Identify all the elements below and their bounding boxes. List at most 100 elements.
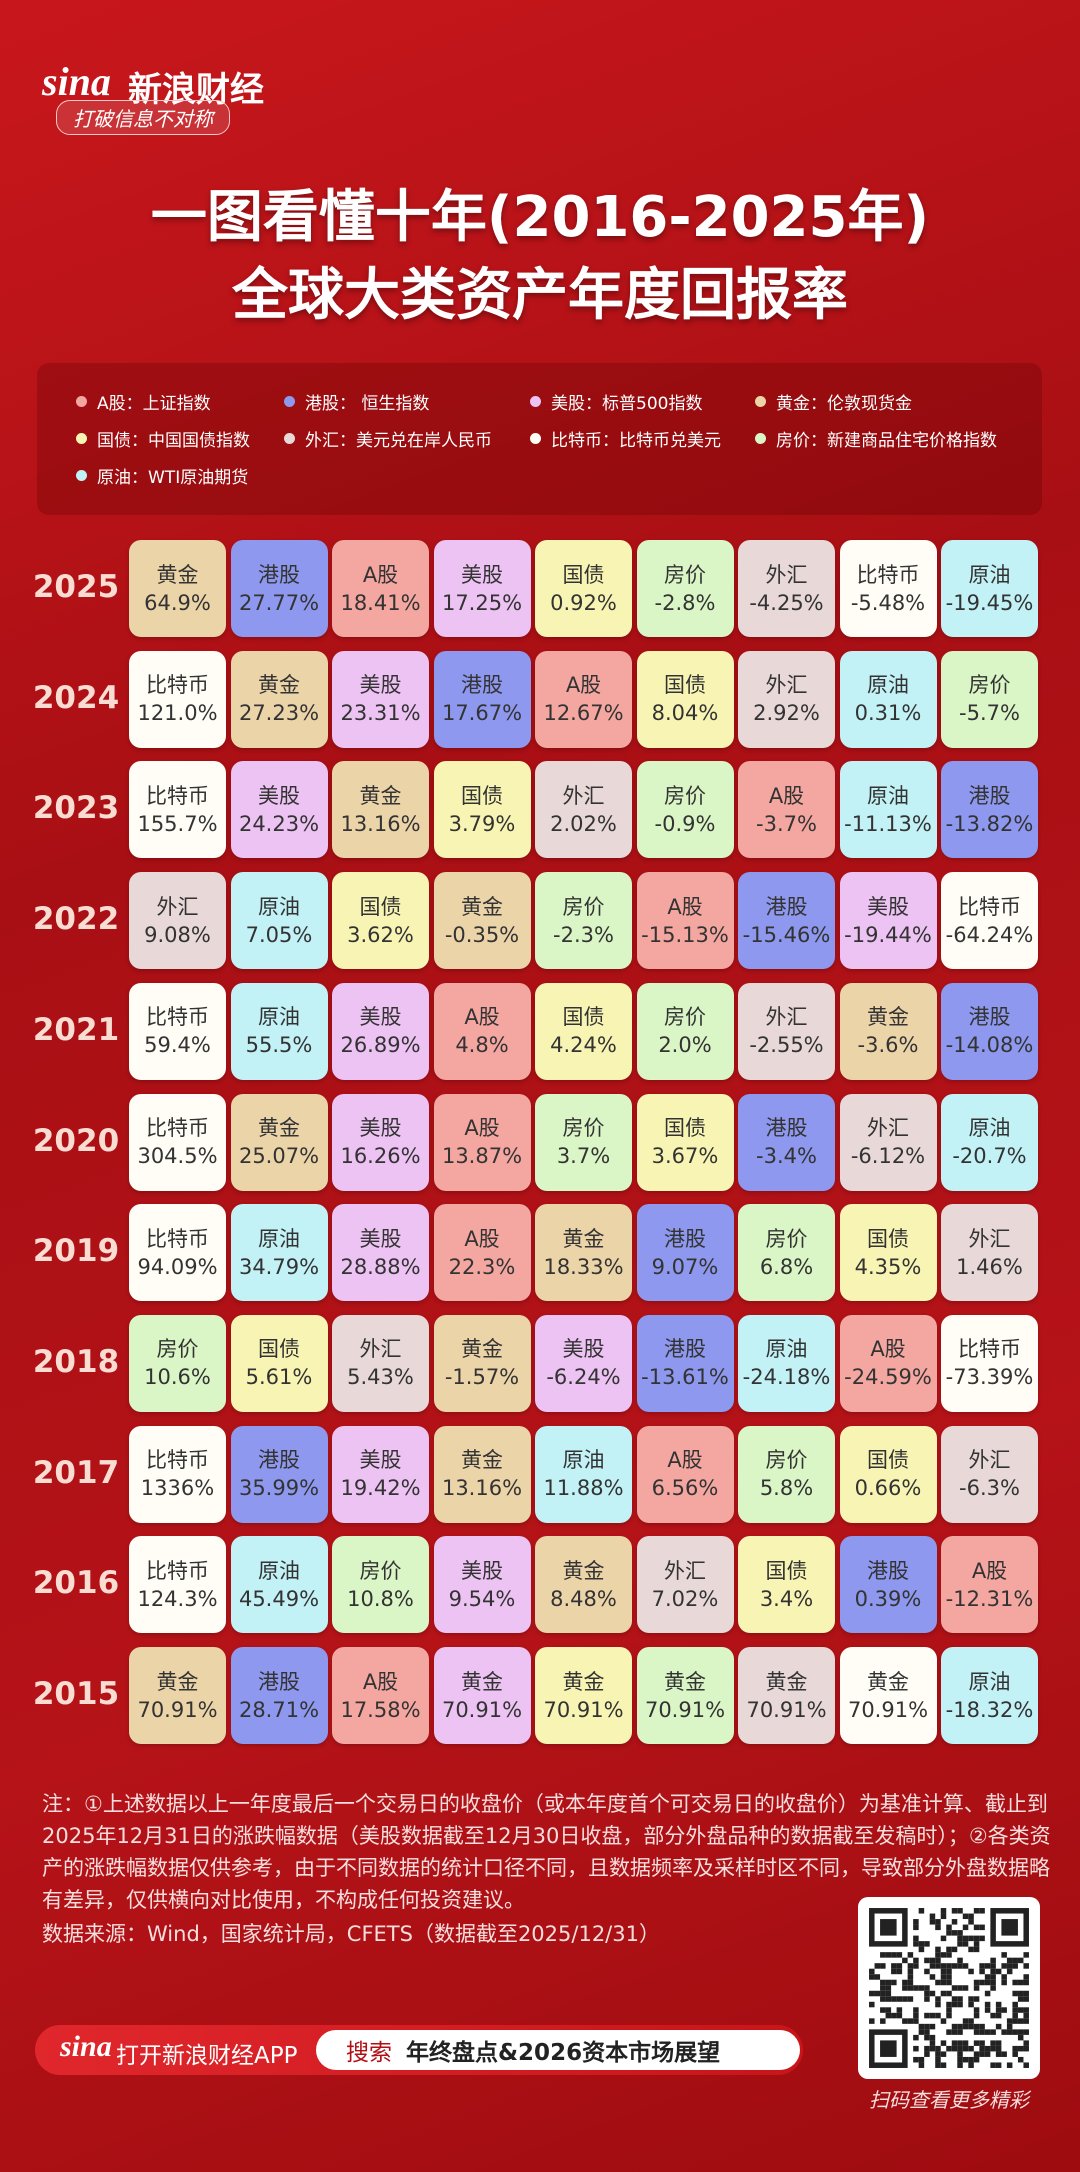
asset-return: -18.32% [945, 1697, 1034, 1722]
cell: 房价 -2.8% [636, 540, 734, 637]
cell: 房价 2.0% [636, 982, 734, 1080]
asset-return: 11.88% [543, 1476, 624, 1501]
asset-name: 黄金 [461, 1669, 503, 1694]
cell: 黄金 -1.57% [433, 1314, 531, 1412]
qr-module [995, 2001, 1002, 2008]
qr-module [1017, 1996, 1024, 2002]
cell: 黄金 70.91% [129, 1647, 226, 1744]
asset-return: 0.39% [854, 1586, 922, 1611]
search-box[interactable]: 搜索 年终盘点&2026资本市场展望 [316, 2030, 800, 2070]
asset-name: A股 [464, 1226, 500, 1251]
asset-name: 比特币 [146, 783, 209, 808]
qr-module [951, 1946, 958, 1953]
cell: 房价 10.8% [332, 1536, 429, 1634]
qr-module [957, 2045, 963, 2052]
legend-dot [76, 470, 87, 481]
cell: 港股 28.71% [230, 1647, 328, 1744]
cell: 港股 -15.46% [738, 872, 835, 970]
qr-module [869, 1990, 875, 1997]
qr-module [940, 1990, 947, 1997]
asset-return: -20.7% [952, 1144, 1027, 1168]
asset-name: 原油 [258, 1226, 300, 1251]
qr-module [935, 1952, 941, 1958]
asset-name: 黄金 [461, 894, 503, 919]
qr-module [913, 1919, 919, 1925]
qr-module [995, 2062, 1002, 2068]
cell: 黄金 13.16% [332, 761, 429, 859]
cell: 黄金 25.07% [230, 1093, 328, 1191]
asset-name: 房价 [664, 783, 706, 808]
asset-return: 19.42% [340, 1476, 421, 1501]
qr-module [1023, 1979, 1029, 1986]
qr-module [979, 2040, 985, 2046]
asset-name: A股 [667, 1448, 703, 1473]
qr-module [935, 1957, 941, 1964]
qr-module [973, 1979, 980, 1986]
qr-module [973, 2023, 980, 2030]
qr-module [1023, 1990, 1029, 1997]
asset-name: 外汇 [765, 1005, 808, 1030]
asset-return: 2.02% [550, 811, 617, 836]
asset-name: 原油 [258, 894, 300, 919]
asset-return: 9.07% [651, 1254, 719, 1279]
asset-return: 7.02% [651, 1586, 719, 1611]
app-text[interactable]: 打开新浪财经APP [116, 2043, 298, 2069]
qr-module [946, 1946, 952, 1953]
asset-name: 国债 [867, 1448, 909, 1473]
qr-module [957, 2051, 963, 2057]
asset-name: 原油 [765, 1337, 808, 1362]
asset-return: -3.6% [857, 1033, 919, 1058]
year-label: 2025 [32, 569, 120, 605]
asset-return: 0.92% [550, 590, 617, 615]
qr-module [951, 1963, 958, 1969]
cell: 房价 6.8% [738, 1204, 835, 1302]
qr-module [962, 1935, 969, 1942]
legend-dot [530, 433, 541, 444]
qr-module [973, 1924, 980, 1931]
asset-return: -6.24% [546, 1365, 621, 1390]
qr-module [913, 1941, 919, 1947]
qr-module [951, 1985, 958, 1991]
qr-module [918, 2023, 925, 2030]
qr-module [896, 1963, 903, 1969]
qr-module [968, 2018, 974, 2024]
qr-module [979, 2023, 985, 2030]
asset-return: -15.46% [742, 922, 831, 947]
legend-item: A股：上证指数 [76, 389, 211, 414]
qr-module [973, 2040, 980, 2046]
cell: A股 6.56% [636, 1425, 734, 1523]
asset-return: 12.67% [543, 701, 624, 726]
qr-module [885, 2012, 892, 2019]
qr-module [1012, 2051, 1018, 2057]
cell: 黄金 70.91% [636, 1647, 734, 1744]
cell: 黄金 70.91% [738, 1647, 835, 1744]
qr-module [880, 1990, 886, 1997]
qr-module [973, 2012, 980, 2019]
qr-module [957, 1985, 963, 1991]
qr-module [935, 2051, 941, 2057]
qr-module [1017, 1957, 1024, 1964]
legend-dot [284, 433, 295, 444]
qr-module [973, 2029, 980, 2035]
qr-module [1012, 1957, 1018, 1964]
asset-name: 黄金 [562, 1226, 605, 1251]
qr-code[interactable] [858, 1897, 1040, 2079]
source: 数据来源：Wind，国家统计局，CFETS（数据截至2025/12/31） [42, 1922, 660, 1946]
qr-module [951, 1908, 958, 1914]
asset-name: A股 [362, 1669, 399, 1694]
qr-module [973, 2007, 980, 2013]
qr-module [951, 1930, 958, 1936]
qr-module [968, 1913, 974, 1920]
asset-name: 房价 [968, 673, 1011, 698]
legend-item: 房价：新建商品住宅价格指数 [755, 426, 997, 451]
qr-module [1006, 1957, 1013, 1964]
qr-module [874, 1974, 881, 1980]
cell: 外汇 2.02% [535, 761, 632, 859]
legend-dot [284, 396, 295, 407]
qr-module [924, 1941, 930, 1947]
qr-module [1017, 2007, 1024, 2013]
qr-module [880, 1919, 897, 1936]
legend-label: 比特币：比特币兑美元 [551, 431, 721, 451]
qr-module [995, 2012, 1002, 2019]
asset-name: 美股 [258, 783, 300, 808]
